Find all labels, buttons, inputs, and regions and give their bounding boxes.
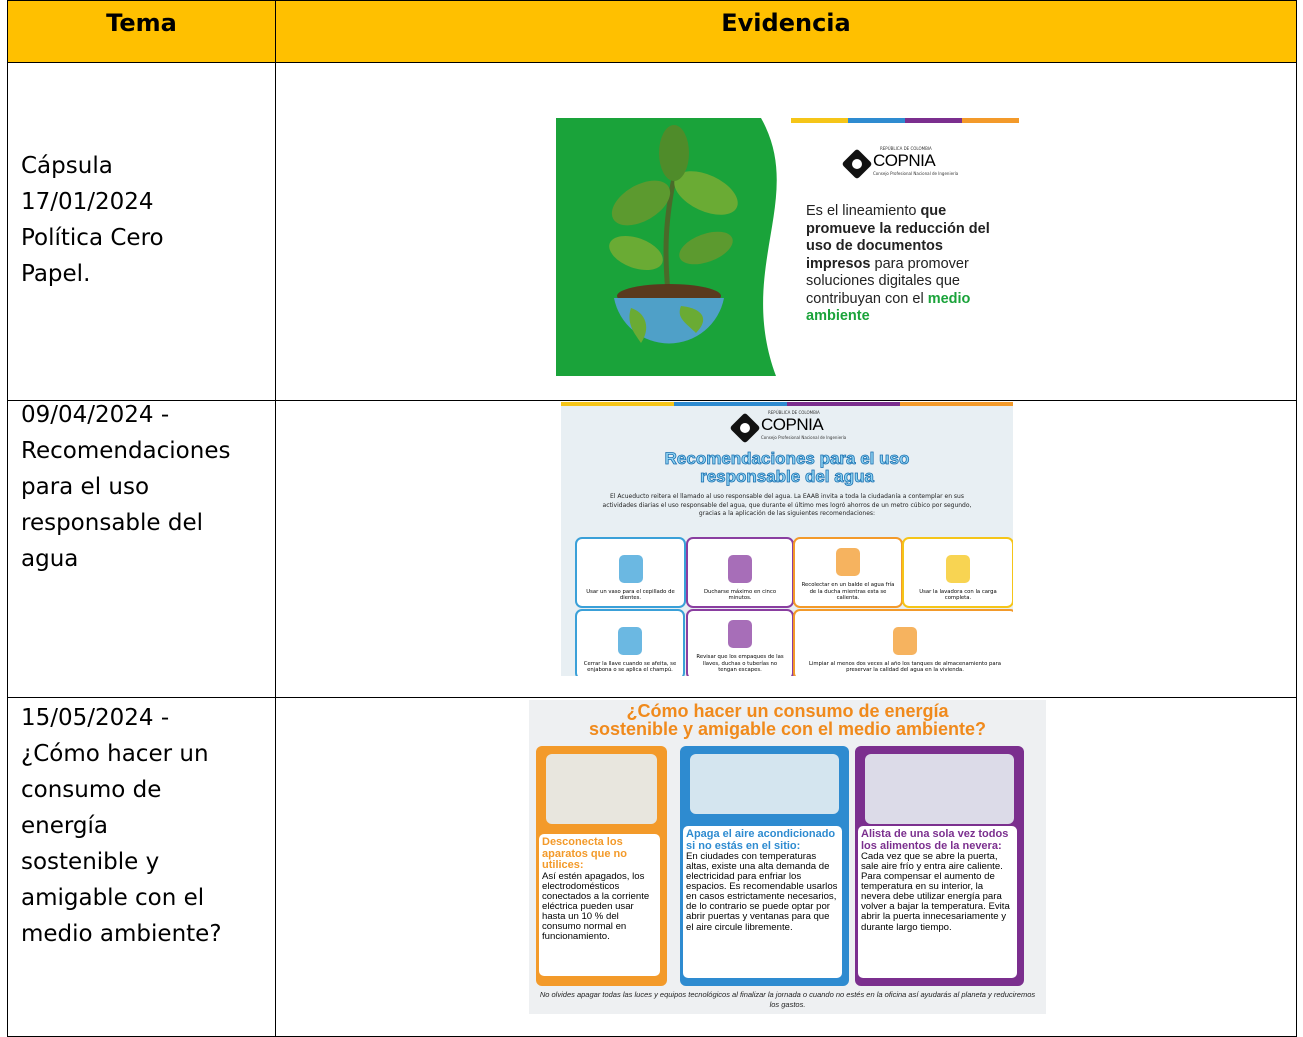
card-text: Usar la lavadora con la carga completa.	[919, 588, 997, 602]
card-text: Usar un vaso para el cepillado de diente…	[586, 588, 675, 602]
logo: REPÚBLICA DE COLOMBIA COPNIA Consejo Prof…	[729, 410, 847, 444]
logo-republic: REPÚBLICA DE COLOMBIA	[880, 146, 932, 151]
tema-line: 09/04/2024 -	[21, 402, 170, 428]
card-text: Cerrar la llave cuando se afeita, se enj…	[583, 660, 677, 674]
card-text: Ducharse máximo en cinco minutos.	[703, 588, 777, 602]
logo-name: COPNIA	[761, 415, 824, 434]
image-agua: REPÚBLICA DE COLOMBIA COPNIA Consejo Prof…	[561, 402, 1013, 676]
description-segment: Es el lineamiento	[806, 203, 921, 219]
card-icon	[893, 626, 917, 655]
card-icon	[618, 626, 642, 655]
tema-line: consumo de	[21, 777, 162, 803]
tema-line: amigable con el	[21, 885, 205, 911]
description-segment: medio ambiente	[806, 290, 971, 325]
card-text: Limpiar al menos dos veces al año los ta…	[808, 660, 1002, 674]
tip-illustration	[546, 754, 657, 824]
logo: REPÚBLICA DE COLOMBIA COPNIA Consejo Prof…	[841, 146, 959, 180]
card-text: Revisar que los empaques de las llaves, …	[696, 654, 784, 674]
card-icon	[618, 554, 643, 583]
tema-line: sostenible y	[21, 849, 160, 875]
tip-illustration	[690, 754, 839, 814]
header-cell: Evidencia	[275, 0, 1297, 63]
image-cero-papel: REPÚBLICA DE COLOMBIA COPNIA Consejo Prof…	[556, 118, 1019, 376]
description-segment: que promueve la reducción del uso de doc…	[806, 203, 990, 272]
tip-heading: Apaga el aire acondicionado si no estás …	[686, 828, 836, 852]
tema-line: Recomendaciones	[21, 438, 231, 464]
plant-illustration	[556, 118, 791, 376]
tema-cell: 15/05/2024 - ¿Cómo hacer un consumo de e…	[7, 697, 276, 1037]
tema-line: energía	[21, 813, 109, 839]
tema-line: medio ambiente?	[21, 921, 222, 947]
tema-line: Papel.	[21, 261, 91, 287]
agua-intro: El Acueducto reitera el llamado al uso r…	[602, 493, 972, 517]
tip-heading: Alista de una sola vez todos los aliment…	[861, 828, 1009, 852]
card-icon	[728, 620, 752, 649]
title-line: ¿Cómo hacer un consumo de energía	[626, 701, 949, 721]
tip-body: Así estén apagados, los electrodoméstico…	[542, 870, 650, 943]
title-line: responsable del agua	[700, 467, 875, 486]
tip-column: Apaga el aire acondicionado si no estás …	[680, 746, 849, 986]
tema-cell: 09/04/2024 - Recomendaciones para el uso…	[7, 400, 276, 698]
tema-line: responsable del	[21, 510, 204, 536]
logo-sub: Consejo Profesional Nacional de Ingenier…	[761, 435, 847, 440]
tema-line: Política Cero	[21, 225, 164, 251]
energia-footer: No olvides apagar todas las luces y equi…	[539, 990, 1036, 1009]
recommendation-card: Ducharse máximo en cinco minutos.	[686, 537, 794, 608]
tema-line: 15/05/2024 -	[21, 705, 170, 731]
tema-line: agua	[21, 546, 79, 572]
color-stripe	[791, 118, 1019, 123]
title-line: Recomendaciones para el uso	[664, 449, 910, 468]
logo-sub: Consejo Profesional Nacional de Ingenier…	[873, 171, 959, 176]
tip-column: Desconecta los aparatos que no utilices:…	[536, 746, 667, 986]
tip-text: Alista de una sola vez todos los aliment…	[858, 826, 1017, 978]
tip-column: Alista de una sola vez todos los aliment…	[855, 746, 1024, 986]
recommendation-card: Revisar que los empaques de las llaves, …	[686, 609, 794, 676]
card-icon	[946, 554, 970, 583]
color-stripe	[561, 402, 1013, 406]
recommendation-card: Limpiar al menos dos veces al año los ta…	[793, 609, 1013, 676]
tema-cell: Cápsula 17/01/2024 Política Cero Papel.	[7, 62, 276, 401]
title-line: sostenible y amigable con el medio ambie…	[588, 719, 987, 739]
agua-title: Recomendaciones para el uso responsable …	[561, 449, 1013, 486]
tip-text: Apaga el aire acondicionado si no estás …	[683, 826, 842, 978]
recommendation-card: Usar un vaso para el cepillado de diente…	[575, 537, 686, 608]
header-cell: Tema	[7, 0, 276, 63]
tip-text: Desconecta los aparatos que no utilices:…	[539, 834, 660, 976]
card-icon	[728, 554, 752, 583]
card-text: Recolectar en un balde el agua fría de l…	[801, 582, 895, 602]
header-text: Evidencia	[721, 9, 851, 37]
tip-body: Cada vez que se abre la puerta, sale air…	[861, 851, 1010, 933]
tema-line: para el uso	[21, 474, 150, 500]
energia-title: ¿Cómo hacer un consumo de energía sosten…	[529, 702, 1046, 738]
image-energia: ¿Cómo hacer un consumo de energía sosten…	[529, 700, 1046, 1014]
tema-line: Cápsula	[21, 153, 113, 179]
card-icon	[836, 548, 860, 577]
recommendation-card: Recolectar en un balde el agua fría de l…	[793, 537, 903, 608]
logo-republic: REPÚBLICA DE COLOMBIA	[768, 410, 820, 415]
description-segment: para promover soluciones digitales que c…	[806, 255, 969, 307]
tema-line: 17/01/2024	[21, 189, 154, 215]
logo-name: COPNIA	[873, 151, 936, 170]
tip-heading: Desconecta los aparatos que no utilices:	[542, 836, 627, 872]
header-text: Tema	[106, 9, 177, 37]
tema-line: ¿Cómo hacer un	[21, 741, 209, 767]
tip-illustration	[865, 754, 1014, 824]
recommendation-card: Cerrar la llave cuando se afeita, se enj…	[575, 609, 685, 676]
recommendation-card: Usar la lavadora con la carga completa.	[902, 537, 1013, 608]
tip-body: En ciudades con temperaturas altas, exis…	[686, 851, 838, 933]
description: Es el lineamiento que promueve la reducc…	[806, 203, 1011, 326]
